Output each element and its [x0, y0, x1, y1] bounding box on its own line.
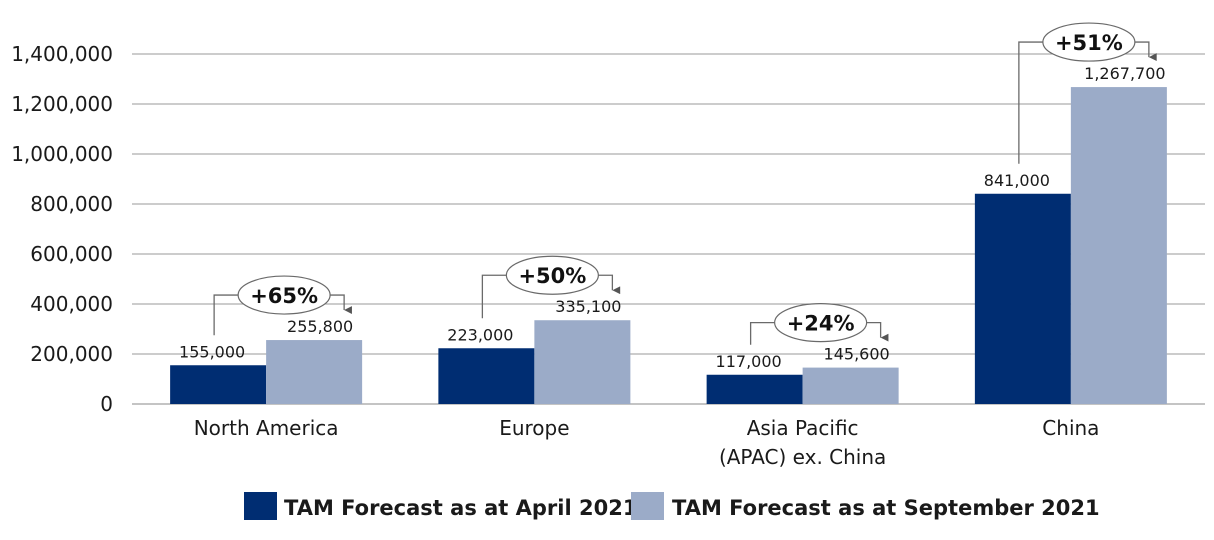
legend-label: TAM Forecast as at September 2021	[672, 496, 1100, 520]
data-labels: 155,000 255,800 223,000 335,100 117,000 145,6…	[179, 64, 1166, 371]
y-tick-label: 0	[100, 392, 113, 416]
y-tick-label: 600,000	[30, 242, 113, 266]
growth-percent: +50%	[518, 264, 586, 288]
bar-september-2021	[534, 320, 631, 404]
legend: TAM Forecast as at April 2021 TAM Forecas…	[244, 492, 1100, 520]
bar-september-2021	[802, 367, 899, 404]
legend-swatch-september	[631, 492, 664, 520]
growth-bubble	[505, 255, 599, 295]
growth-percent: +24%	[787, 312, 855, 336]
category-label: China	[1042, 416, 1099, 440]
bar-april-2021	[706, 374, 803, 404]
data-label: 145,600	[824, 345, 890, 364]
data-label: 117,000	[716, 352, 782, 371]
growth-bubble	[1042, 22, 1136, 62]
bar-april-2021	[974, 193, 1071, 404]
growth-annotations: +65% +50% +24% +51%	[213, 22, 1157, 345]
growth-percent: +51%	[1055, 31, 1123, 55]
data-label: 335,100	[555, 297, 621, 316]
growth-bubble	[774, 303, 868, 343]
legend-label: TAM Forecast as at April 2021	[284, 496, 637, 520]
data-label: 155,000	[179, 342, 245, 361]
y-tick-label: 1,200,000	[11, 92, 113, 116]
data-label: 1,267,700	[1084, 64, 1165, 83]
y-tick-label: 400,000	[30, 292, 113, 316]
bar-april-2021	[170, 365, 267, 404]
data-label: 255,800	[287, 317, 353, 336]
x-axis: North America Europe Asia Pacific (APAC) ex…	[194, 416, 1100, 469]
category-label: (APAC) ex. China	[719, 445, 886, 469]
data-label: 223,000	[447, 325, 513, 344]
y-axis: 0 200,000 400,000 600,000 800,000 1,000,000 1,…	[11, 42, 113, 416]
y-tick-label: 1,000,000	[11, 142, 113, 166]
bar-september-2021	[1070, 87, 1167, 404]
bar-april-2021	[438, 348, 535, 404]
category-label: North America	[194, 416, 339, 440]
growth-bubble	[237, 275, 331, 315]
data-label: 841,000	[984, 171, 1050, 190]
legend-swatch-april	[244, 492, 277, 520]
category-label: Europe	[499, 416, 569, 440]
bars	[170, 87, 1167, 404]
growth-percent: +65%	[250, 284, 318, 308]
category-label: Asia Pacific	[747, 416, 859, 440]
y-tick-label: 200,000	[30, 342, 113, 366]
bar-september-2021	[266, 340, 363, 404]
y-tick-label: 1,400,000	[11, 42, 113, 66]
y-tick-label: 800,000	[30, 192, 113, 216]
